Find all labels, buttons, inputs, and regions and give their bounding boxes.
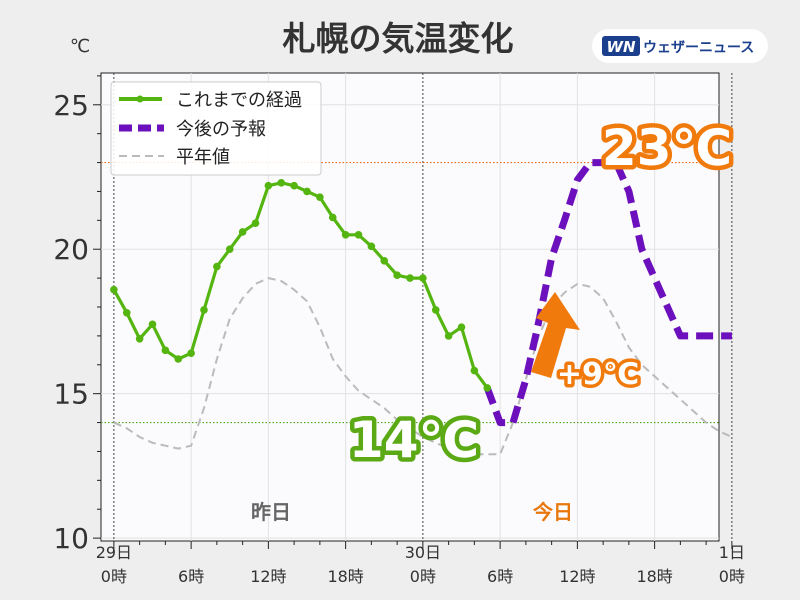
min-temp-label: 14℃ — [349, 411, 479, 469]
data-point-observed — [316, 193, 324, 202]
data-point-observed — [238, 228, 247, 236]
series — [110, 159, 733, 456]
data-point-observed — [406, 274, 414, 282]
data-point-observed — [393, 271, 401, 280]
x-tick-day-label: 1日 — [719, 543, 745, 562]
data-point-observed — [148, 320, 157, 329]
data-point-observed — [264, 181, 273, 190]
data-point-observed — [187, 349, 195, 358]
data-point-observed — [174, 355, 183, 363]
series-line-forecast — [484, 159, 732, 427]
data-point-observed — [341, 230, 350, 239]
x-tick-time-label: 12時 — [250, 567, 286, 586]
data-point-observed — [419, 274, 427, 282]
max-temp-label: 23℃ — [602, 119, 732, 177]
wn-logo-icon: WN — [602, 36, 640, 56]
data-point-observed — [290, 181, 298, 190]
legend-item-forecast: 今後の予報 — [119, 119, 266, 140]
data-point-observed — [225, 245, 234, 254]
data-point-observed — [470, 366, 479, 375]
data-point-observed — [457, 323, 466, 332]
data-point-observed — [303, 187, 311, 196]
data-point-observed — [135, 334, 144, 343]
legend-label-forecast: 今後の予報 — [176, 119, 266, 140]
legend: これまでの経過 今後の予報 平年値 — [110, 81, 322, 176]
data-point-observed — [483, 384, 492, 392]
legend-item-observed: これまでの経過 — [119, 90, 302, 111]
rise-label: +9℃ — [557, 357, 639, 392]
x-tick-time-label: 0時 — [101, 567, 127, 586]
data-point-observed — [122, 308, 131, 317]
y-tick-label: 10 — [53, 522, 89, 555]
data-point-observed — [200, 306, 208, 314]
axes: 10 15 20 25 29日 0時 6時 12時 18時 30日 0時 6時 12時 18時 1日 0時 — [53, 75, 745, 586]
chart-title: 札幌の気温変化 — [283, 19, 514, 58]
data-point-observed — [277, 178, 286, 187]
legend-label-observed: これまでの経過 — [176, 90, 302, 111]
logo-text: WN — [606, 38, 636, 56]
today-label: 今日 — [533, 500, 573, 524]
brand-name: ウェザーニュース — [643, 40, 754, 56]
y-tick-label: 25 — [53, 89, 89, 122]
data-point-observed — [380, 256, 389, 265]
x-tick-time-label: 6時 — [487, 567, 513, 586]
series-line-normal — [113, 277, 733, 456]
data-point-observed — [161, 346, 170, 355]
x-tick-time-label: 12時 — [559, 567, 595, 586]
data-point-observed — [431, 306, 440, 314]
legend-label-normal: 平年値 — [176, 147, 230, 168]
yesterday-label: 昨日 — [251, 500, 291, 524]
x-tick-day-label: 30日 — [405, 543, 441, 562]
y-tick-label: 15 — [53, 378, 89, 411]
x-tick-time-label: 18時 — [636, 567, 672, 586]
rise-arrow-icon — [531, 292, 580, 378]
x-tick-time-label: 6時 — [178, 567, 204, 586]
y-tick-label: 20 — [53, 233, 89, 266]
x-tick-time-label: 18時 — [327, 567, 363, 586]
x-tick-time-label: 0時 — [719, 567, 745, 586]
data-point-observed — [367, 242, 376, 251]
data-point-observed — [444, 332, 453, 340]
legend-item-normal: 平年値 — [119, 147, 230, 168]
unit-label: ℃ — [70, 36, 90, 57]
data-point-observed — [354, 230, 363, 239]
data-point-observed — [213, 262, 221, 271]
data-point-observed — [251, 219, 260, 228]
data-point-observed — [328, 213, 337, 222]
x-tick-time-label: 0時 — [410, 567, 436, 586]
brand-badge: WN ウェザーニュース — [592, 29, 768, 63]
x-tick-day-label: 29日 — [96, 543, 132, 562]
data-point-observed — [110, 285, 118, 294]
